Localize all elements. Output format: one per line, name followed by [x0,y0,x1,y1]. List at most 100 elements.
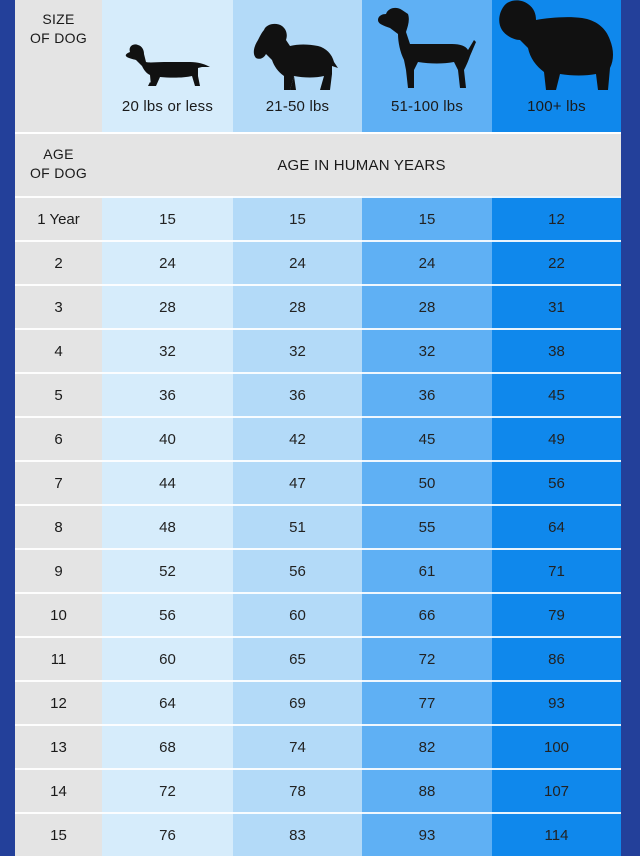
table-cell: 32 [159,342,176,360]
table-cell: 42 [289,430,306,448]
table-cell: 45 [548,386,565,404]
row-divider [15,328,621,330]
table-cell: 107 [543,782,570,800]
table-cell: 65 [289,650,306,668]
table-cell: 32 [289,342,306,360]
row-divider [15,812,621,814]
table-cell: 72 [159,782,176,800]
pointer-icon [374,4,480,92]
table-cell: 38 [548,342,565,360]
table-cell: 45 [418,430,436,448]
table-cell: 79 [548,606,565,624]
table-cell: 49 [548,430,565,448]
table-cell: 36 [159,386,176,404]
row-label: 7 [15,462,102,504]
size-label-line2: OF DOG [29,30,88,46]
table-cell: 51 [289,518,306,536]
table-cell: 28 [289,298,306,316]
table-cell: 83 [289,826,306,844]
table-cell: 72 [418,650,436,668]
row-label: 3 [15,286,102,328]
table-cell: 68 [159,738,176,756]
table-cell: 24 [418,254,436,272]
row-divider [15,284,621,286]
table-cell: 74 [289,738,306,756]
table-cell: 64 [159,694,176,712]
table-cell: 47 [289,474,306,492]
column-header-giant: 100+ lbs [527,97,586,115]
row-divider [15,724,621,726]
table-cell: 36 [418,386,436,404]
table-cell: 93 [418,826,436,844]
table-cell: 24 [159,254,176,272]
table-cell: 50 [418,474,436,492]
table-cell: 100 [543,738,570,756]
table-cell: 78 [289,782,306,800]
row-divider [15,680,621,682]
table-cell: 28 [159,298,176,316]
row-divider [15,548,621,550]
table-cell: 82 [418,738,436,756]
table-cell: 76 [159,826,176,844]
row-divider [15,196,621,198]
table-cell: 36 [289,386,306,404]
row-label: 5 [15,374,102,416]
row-divider [15,636,621,638]
table-cell: 56 [548,474,565,492]
dachshund-icon [124,42,212,90]
table-cell: 64 [548,518,565,536]
table-cell: 48 [159,518,176,536]
row-label: 11 [15,638,102,680]
row-divider [15,240,621,242]
age-label-line2: OF DOG [29,165,88,181]
column-header-large: 51-100 lbs [390,97,464,115]
row-label: 4 [15,330,102,372]
table-cell: 31 [548,298,565,316]
table-cell: 15 [159,210,176,228]
table-cell: 56 [159,606,176,624]
row-divider [15,592,621,594]
row-label: 12 [15,682,102,724]
table-cell: 60 [159,650,176,668]
row-divider [15,372,621,374]
table-cell: 15 [289,210,306,228]
row-divider [15,416,621,418]
table-cell: 40 [159,430,176,448]
row-label: 2 [15,242,102,284]
row-divider [15,460,621,462]
size-label-line1: SIZE [42,11,75,27]
table-cell: 28 [418,298,436,316]
column-header-medium: 21-50 lbs [265,97,330,115]
newfoundland-icon [496,0,618,96]
row-label: 1 Year [15,198,102,240]
table-cell: 12 [548,210,565,228]
age-of-dog-label: AGE OF DOG [15,132,102,196]
row-label: 13 [15,726,102,768]
spaniel-icon [250,22,340,94]
table-cell: 56 [289,562,306,580]
table-cell: 15 [418,210,436,228]
table-cell: 32 [418,342,436,360]
table-cell: 114 [544,826,569,844]
age-in-human-years-label: AGE IN HUMAN YEARS [102,132,621,196]
table-cell: 77 [418,694,436,712]
row-divider [15,768,621,770]
table-cell: 52 [159,562,176,580]
table-cell: 86 [548,650,565,668]
table-cell: 22 [548,254,565,272]
age-label-line1: AGE [43,146,74,162]
table-cell: 44 [159,474,176,492]
row-label: 10 [15,594,102,636]
table-cell: 88 [418,782,436,800]
row-divider [15,504,621,506]
table-cell: 66 [418,606,436,624]
table-cell: 93 [548,694,565,712]
table-cell: 69 [289,694,306,712]
row-label: 15 [15,814,102,856]
table-cell: 61 [418,562,436,580]
row-label: 6 [15,418,102,460]
table-cell: 24 [289,254,306,272]
table-cell: 55 [418,518,436,536]
table-cell: 60 [289,606,306,624]
